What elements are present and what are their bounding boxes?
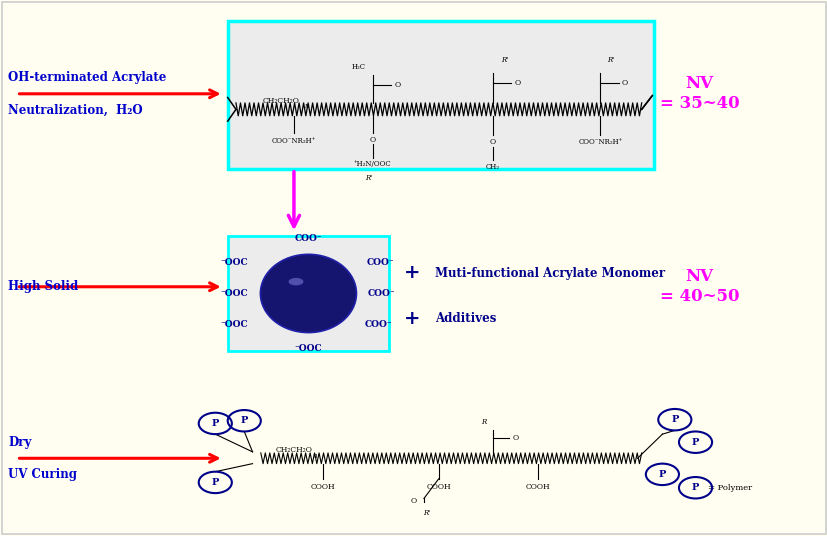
Text: ⁻OOC: ⁻OOC xyxy=(294,345,322,353)
Text: R': R' xyxy=(501,56,508,64)
Text: P: P xyxy=(691,483,698,492)
Text: O: O xyxy=(394,81,399,89)
Text: n: n xyxy=(312,452,316,460)
Text: Additives: Additives xyxy=(434,312,495,325)
Text: P: P xyxy=(658,470,665,479)
Text: H₂C: H₂C xyxy=(351,63,366,71)
Text: COOH: COOH xyxy=(426,483,451,491)
Text: OH-terminated Acrylate: OH-terminated Acrylate xyxy=(8,71,166,84)
Text: CH₂: CH₂ xyxy=(485,163,499,171)
Text: NV
= 35~40: NV = 35~40 xyxy=(659,76,739,112)
Text: COO⁻: COO⁻ xyxy=(368,289,395,298)
Text: O: O xyxy=(512,434,518,442)
Text: ⁻OOC: ⁻OOC xyxy=(220,289,248,298)
Ellipse shape xyxy=(261,255,356,332)
Text: ⁺H₂N/OOC: ⁺H₂N/OOC xyxy=(353,160,391,168)
Text: R: R xyxy=(480,418,485,426)
Text: COO⁻: COO⁻ xyxy=(365,320,392,329)
Text: Neutralization,  H₂O: Neutralization, H₂O xyxy=(8,103,143,116)
Text: CH₂CH₂O: CH₂CH₂O xyxy=(263,97,299,105)
Text: COOH: COOH xyxy=(525,483,550,491)
Text: n: n xyxy=(304,102,308,110)
Text: High Solid: High Solid xyxy=(8,280,79,293)
Text: O: O xyxy=(410,497,417,505)
Text: R': R' xyxy=(423,509,429,517)
Text: COO⁻NR₂H⁺: COO⁻NR₂H⁺ xyxy=(577,138,622,146)
Text: P: P xyxy=(212,478,218,487)
Text: O: O xyxy=(514,79,519,86)
Text: P: P xyxy=(241,416,247,425)
Text: R': R' xyxy=(365,174,371,182)
FancyBboxPatch shape xyxy=(227,236,389,351)
Text: COO⁻: COO⁻ xyxy=(366,258,394,267)
Text: O: O xyxy=(489,138,495,146)
Text: ⁻OOC: ⁻OOC xyxy=(220,320,248,329)
Text: O: O xyxy=(369,136,375,144)
Text: Dry: Dry xyxy=(8,436,31,449)
Text: CH₂CH₂O: CH₂CH₂O xyxy=(275,446,312,454)
Text: R': R' xyxy=(606,56,613,64)
Text: +: + xyxy=(404,310,420,328)
Text: Muti-functional Acrylate Monomer: Muti-functional Acrylate Monomer xyxy=(434,267,664,280)
Text: COO⁻: COO⁻ xyxy=(294,234,322,242)
Text: COOH: COOH xyxy=(310,483,335,491)
Text: NV
= 40~50: NV = 40~50 xyxy=(659,269,739,305)
Text: P: P xyxy=(691,438,698,446)
Text: P: P xyxy=(671,415,677,424)
Text: COO⁻NR₂H⁺: COO⁻NR₂H⁺ xyxy=(271,137,316,145)
Text: ⁻OOC: ⁻OOC xyxy=(220,258,248,267)
Text: +: + xyxy=(404,264,420,282)
Text: = Polymer: = Polymer xyxy=(707,484,751,492)
Ellipse shape xyxy=(289,278,304,285)
Text: P: P xyxy=(212,419,218,428)
Text: UV Curing: UV Curing xyxy=(8,468,77,481)
Text: O: O xyxy=(621,79,627,86)
FancyBboxPatch shape xyxy=(227,21,653,169)
